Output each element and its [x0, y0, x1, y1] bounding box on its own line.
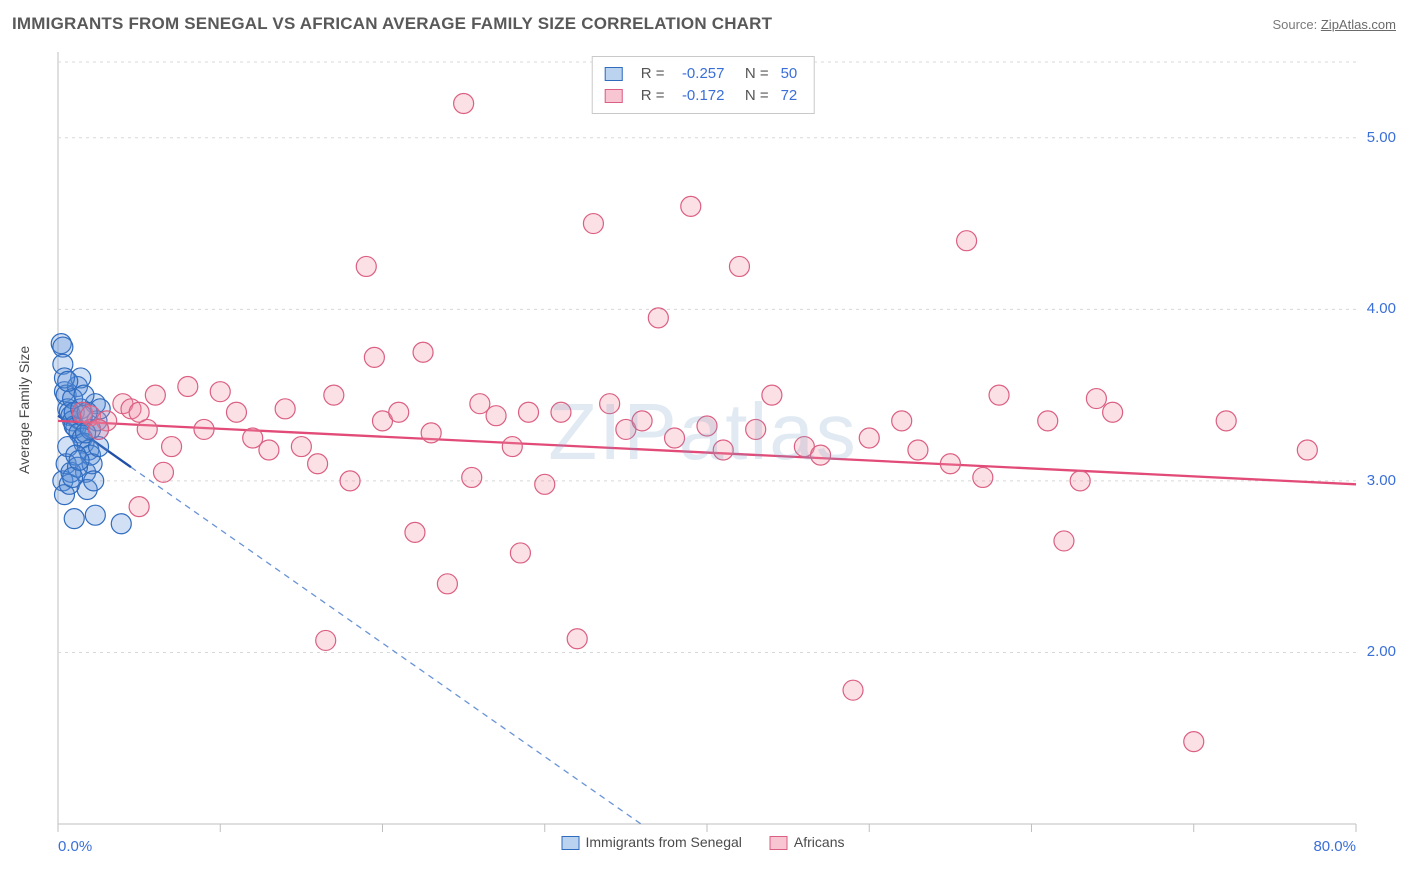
x-tick-label: 0.0% [58, 838, 92, 855]
stats-n-label: N = [736, 85, 768, 107]
legend-swatch [562, 836, 580, 850]
y-tick-label: 3.00 [1362, 472, 1396, 489]
legend-item: Immigrants from Senegal [562, 834, 742, 850]
stats-r-label: R = [641, 85, 665, 107]
legend-label: Immigrants from Senegal [586, 834, 742, 850]
legend-item: Africans [770, 834, 845, 850]
stats-row: R = -0.172 N = 72 [605, 85, 798, 107]
y-tick-label: 4.00 [1362, 300, 1396, 317]
y-tick-label: 5.00 [1362, 129, 1396, 146]
legend-swatch [770, 836, 788, 850]
x-tick-label: 80.0% [1306, 838, 1356, 855]
series-legend: Immigrants from Senegal Africans [562, 834, 845, 850]
stats-swatch [605, 67, 623, 81]
stats-row: R = -0.257 N = 50 [605, 63, 798, 85]
plot-area: ZIPatlas Average Family Size R = -0.257 … [10, 42, 1396, 872]
stats-r-value: -0.257 [672, 63, 724, 85]
scatter-chart [10, 42, 1396, 872]
stats-r-label: R = [641, 63, 665, 85]
stats-swatch [605, 89, 623, 103]
stats-legend: R = -0.257 N = 50R = -0.172 N = 72 [592, 56, 815, 114]
y-tick-label: 2.00 [1362, 643, 1396, 660]
source-prefix: Source: [1272, 17, 1320, 32]
stats-r-value: -0.172 [672, 85, 724, 107]
stats-n-label: N = [736, 63, 768, 85]
title-bar: IMMIGRANTS FROM SENEGAL VS AFRICAN AVERA… [10, 10, 1396, 42]
legend-label: Africans [794, 834, 845, 850]
y-axis-label: Average Family Size [16, 345, 32, 473]
chart-title: IMMIGRANTS FROM SENEGAL VS AFRICAN AVERA… [12, 14, 772, 34]
source-attribution: Source: ZipAtlas.com [1272, 17, 1396, 32]
source-link[interactable]: ZipAtlas.com [1321, 17, 1396, 32]
stats-n-value: 50 [781, 63, 798, 85]
chart-container: IMMIGRANTS FROM SENEGAL VS AFRICAN AVERA… [10, 10, 1396, 882]
stats-n-value: 72 [781, 85, 798, 107]
